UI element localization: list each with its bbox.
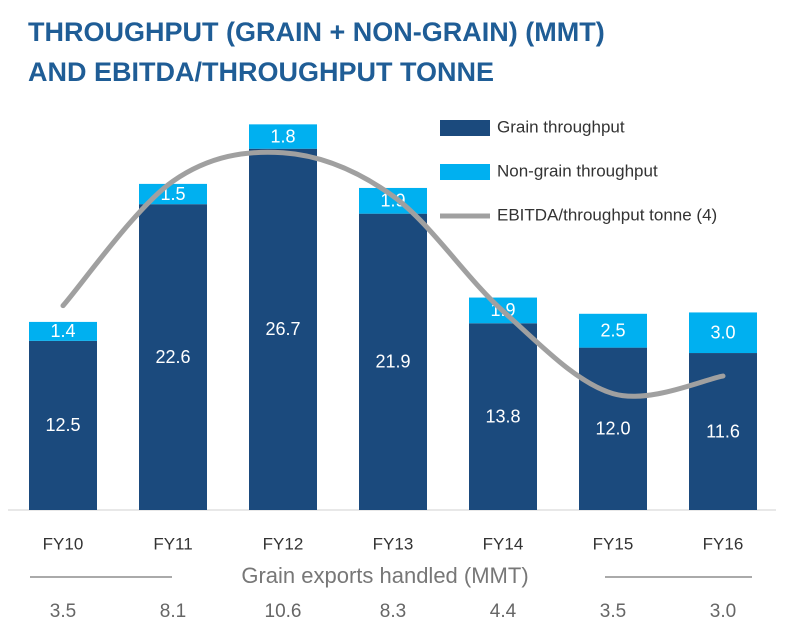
bar-segment — [29, 340, 97, 510]
data-label: 13.8 — [485, 406, 520, 426]
bar-segment — [579, 313, 647, 348]
chart-title: AND EBITDA/THROUGHPUT TONNE — [28, 57, 494, 87]
bar-segment — [689, 312, 757, 354]
export-value: 4.4 — [490, 601, 517, 622]
x-tick-label: FY12 — [263, 534, 304, 553]
bar-segment — [579, 347, 647, 510]
legend-label: Grain throughput — [497, 117, 625, 136]
chart-title: THROUGHPUT (GRAIN + NON-GRAIN) (MMT) — [28, 17, 605, 47]
export-value: 3.0 — [710, 601, 736, 622]
data-label: 11.6 — [706, 421, 740, 441]
export-value: 8.3 — [380, 601, 406, 622]
x-tick-label: FY13 — [373, 534, 414, 553]
x-tick-label: FY16 — [703, 534, 744, 553]
x-tick-label: FY10 — [43, 534, 84, 553]
bar-segment — [249, 148, 317, 511]
x-tick-label: FY14 — [483, 534, 524, 553]
line — [60, 149, 726, 399]
export-value: 3.5 — [600, 601, 626, 622]
bar-segment — [469, 323, 537, 510]
bar-segment — [139, 183, 207, 205]
bar-segment — [359, 213, 427, 511]
bar-segment — [249, 124, 317, 149]
data-label: 3.0 — [710, 322, 735, 342]
bar-segment — [689, 353, 757, 510]
bar-segment — [139, 204, 207, 510]
bar-segment — [359, 187, 427, 214]
export-value: 3.5 — [50, 601, 76, 622]
legend-label: EBITDA/throughput tonne (4) — [497, 205, 717, 224]
x-tick-label: FY15 — [593, 534, 634, 553]
data-label: 1.4 — [50, 321, 75, 341]
data-label: 2.5 — [600, 320, 625, 340]
data-label: 26.7 — [265, 319, 300, 339]
exports-title: Grain exports handled (MMT) — [241, 563, 528, 588]
bar-segment — [29, 321, 97, 341]
legend-swatch — [440, 120, 490, 136]
export-value: 10.6 — [265, 601, 302, 622]
data-label: 21.9 — [375, 352, 410, 372]
data-label: 12.0 — [595, 419, 630, 439]
export-value: 8.1 — [160, 601, 186, 622]
legend-swatch — [440, 164, 490, 180]
x-tick-label: FY11 — [153, 534, 192, 553]
data-label: 12.5 — [45, 415, 80, 435]
data-label: 22.6 — [155, 347, 190, 367]
legend-label: Non-grain throughput — [497, 161, 658, 180]
data-label: 1.9 — [380, 191, 405, 211]
data-label: 1.8 — [270, 126, 295, 146]
